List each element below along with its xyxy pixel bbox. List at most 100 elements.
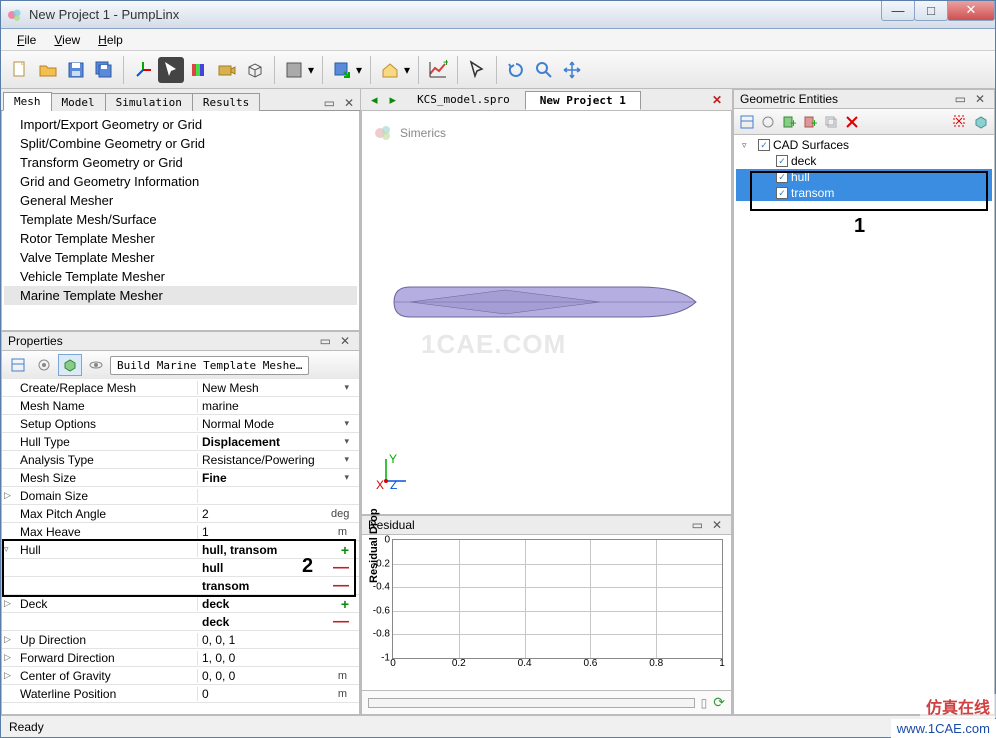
ge-add2-icon[interactable]: + <box>801 113 819 131</box>
pointer-icon[interactable] <box>464 57 490 83</box>
undock-icon[interactable]: ▭ <box>321 96 338 110</box>
open-icon[interactable] <box>35 57 61 83</box>
property-row[interactable]: Hull TypeDisplacement▾ <box>2 433 359 451</box>
new-icon[interactable] <box>7 57 33 83</box>
mesh-tree-item[interactable]: Marine Template Mesher <box>4 286 357 305</box>
zoom-icon[interactable] <box>531 57 557 83</box>
save-icon[interactable] <box>63 57 89 83</box>
property-row[interactable]: Waterline Position0m <box>2 685 359 703</box>
mesh-tree-item[interactable]: Import/Export Geometry or Grid <box>4 115 357 134</box>
view-mode-icon[interactable] <box>281 57 307 83</box>
panel-close-icon[interactable]: ✕ <box>972 92 988 106</box>
simerics-logo: Simerics <box>374 123 446 143</box>
tab-model[interactable]: Model <box>51 93 106 111</box>
chart-icon[interactable]: + <box>425 57 451 83</box>
axis-icon[interactable] <box>130 57 156 83</box>
residual-slider-row: ▯ ⟳ <box>361 691 732 715</box>
menu-help[interactable]: Help <box>90 31 131 49</box>
geom-root[interactable]: ▿✓CAD Surfaces <box>736 137 992 153</box>
main-toolbar: ▾ ▾ ▾ + <box>1 51 995 89</box>
property-row[interactable]: transom― <box>2 577 359 595</box>
ge-cube-icon[interactable] <box>972 113 990 131</box>
property-row[interactable]: Max Heave1m <box>2 523 359 541</box>
tab-mesh[interactable]: Mesh <box>3 92 52 111</box>
property-row[interactable]: ▷Forward Direction1, 0, 0 <box>2 649 359 667</box>
undock-icon[interactable]: ▭ <box>689 518 706 532</box>
geom-item-hull[interactable]: ✓hull <box>736 169 992 185</box>
pt-eye-icon[interactable] <box>84 354 108 376</box>
refresh-icon[interactable]: ⟳ <box>713 694 725 711</box>
ge-add-icon[interactable]: + <box>780 113 798 131</box>
property-row[interactable]: Max Pitch Angle2deg <box>2 505 359 523</box>
ge-clear-icon[interactable] <box>951 113 969 131</box>
property-row[interactable]: Analysis TypeResistance/Powering▾ <box>2 451 359 469</box>
slider-handle-icon[interactable]: ▯ <box>701 696 708 710</box>
properties-label: Properties <box>8 334 63 348</box>
geom-tree: ▿✓CAD Surfaces ✓deck ✓hull ✓transom 1 <box>733 135 995 715</box>
geom-item-deck[interactable]: ✓deck <box>736 153 992 169</box>
undock-icon[interactable]: ▭ <box>317 334 334 348</box>
camera-icon[interactable] <box>214 57 240 83</box>
property-row[interactable]: ▷Center of Gravity0, 0, 0m <box>2 667 359 685</box>
panel-close-icon[interactable]: ✕ <box>709 518 725 532</box>
dropdown-icon[interactable]: ▾ <box>306 57 316 83</box>
close-button[interactable]: ✕ <box>947 1 995 21</box>
minimize-button[interactable]: ― <box>881 1 915 21</box>
ge-delete-icon[interactable] <box>843 113 861 131</box>
doc-close-icon[interactable]: ✕ <box>706 93 728 107</box>
doc-tab-1[interactable]: KCS_model.spro <box>402 90 525 109</box>
mesh-tree: Import/Export Geometry or GridSplit/Comb… <box>1 111 360 331</box>
geom-entities-title: Geometric Entities ▭✕ <box>733 89 995 109</box>
mesh-tree-item[interactable]: Split/Combine Geometry or Grid <box>4 134 357 153</box>
saveall-icon[interactable] <box>91 57 117 83</box>
pt-cube-icon[interactable] <box>58 354 82 376</box>
pt-icon1[interactable] <box>6 354 30 376</box>
export-icon[interactable] <box>329 57 355 83</box>
property-row[interactable]: ▷Deckdeck+ <box>2 595 359 613</box>
doc-tab-2[interactable]: New Project 1 <box>525 91 641 110</box>
3d-viewport[interactable]: Simerics 1CAE.COM Y Z X <box>361 111 732 515</box>
geom-item-transom[interactable]: ✓transom <box>736 185 992 201</box>
mesh-tree-item[interactable]: Transform Geometry or Grid <box>4 153 357 172</box>
mesh-tree-item[interactable]: Rotor Template Mesher <box>4 229 357 248</box>
slider-track[interactable] <box>368 698 695 708</box>
mesh-tree-item[interactable]: General Mesher <box>4 191 357 210</box>
ge-copy-icon[interactable] <box>822 113 840 131</box>
ge-icon-2[interactable] <box>759 113 777 131</box>
annotation-2: 2 <box>302 555 313 578</box>
property-row[interactable]: Create/Replace MeshNew Mesh▾ <box>2 379 359 397</box>
tab-results[interactable]: Results <box>192 93 260 111</box>
rotate-icon[interactable] <box>503 57 529 83</box>
pan-icon[interactable] <box>559 57 585 83</box>
mesh-tree-item[interactable]: Grid and Geometry Information <box>4 172 357 191</box>
property-row[interactable]: ▷Domain Size <box>2 487 359 505</box>
dropdown-icon[interactable]: ▾ <box>402 57 412 83</box>
dropdown-icon[interactable]: ▾ <box>354 57 364 83</box>
left-tabs: Mesh Model Simulation Results ▭✕ <box>1 89 360 111</box>
menu-view[interactable]: View <box>46 31 88 49</box>
doc-next-icon[interactable]: ▸ <box>384 92 403 108</box>
cursor-icon[interactable] <box>158 57 184 83</box>
property-row[interactable]: Mesh SizeFine▾ <box>2 469 359 487</box>
property-row[interactable]: ▷Up Direction0, 0, 1 <box>2 631 359 649</box>
build-button[interactable]: Build Marine Template Meshe… <box>110 356 309 375</box>
color-legend-icon[interactable] <box>186 57 212 83</box>
footer-url: www.1CAE.com <box>891 719 996 738</box>
ge-icon-1[interactable] <box>738 113 756 131</box>
property-row[interactable]: Setup OptionsNormal Mode▾ <box>2 415 359 433</box>
tab-simulation[interactable]: Simulation <box>105 93 193 111</box>
mesh-tree-item[interactable]: Template Mesh/Surface <box>4 210 357 229</box>
mesh-tree-item[interactable]: Vehicle Template Mesher <box>4 267 357 286</box>
property-row[interactable]: Mesh Namemarine <box>2 397 359 415</box>
mesh-tree-item[interactable]: Valve Template Mesher <box>4 248 357 267</box>
undock-icon[interactable]: ▭ <box>952 92 969 106</box>
maximize-button[interactable]: □ <box>914 1 948 21</box>
property-row[interactable]: deck― <box>2 613 359 631</box>
pt-icon2[interactable] <box>32 354 56 376</box>
home-icon[interactable] <box>377 57 403 83</box>
doc-prev-icon[interactable]: ◂ <box>365 92 384 108</box>
panel-close-icon[interactable]: ✕ <box>341 96 357 110</box>
panel-close-icon[interactable]: ✕ <box>337 334 353 348</box>
cube-icon[interactable] <box>242 57 268 83</box>
menu-file[interactable]: File <box>9 31 44 49</box>
